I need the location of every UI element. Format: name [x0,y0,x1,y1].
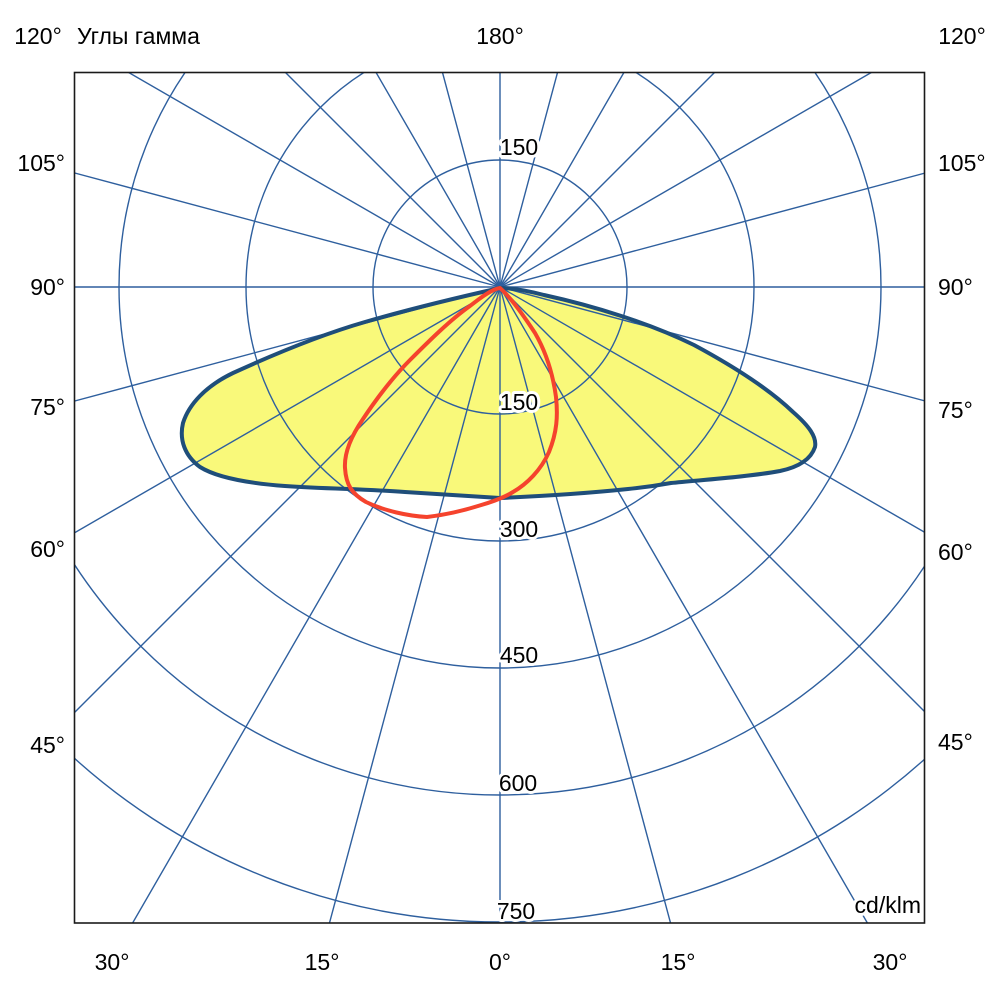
angle-grid-ray [328,286,501,923]
gamma-label-left-60: 60° [30,536,65,562]
gamma-label-right-45: 45° [938,729,973,755]
gamma-label-left-75: 75° [30,394,65,420]
gamma-label-top-left-120: 120° [14,23,62,49]
gamma-label-left-45: 45° [30,732,65,758]
gamma-label-bottom-0: 0° [489,949,511,975]
angle-grid-ray [74,286,501,534]
intensity-area-yellow [181,288,816,498]
units-label-cd-klm: cd/klm [855,892,921,918]
angle-grid-ray [74,286,501,714]
gamma-label-left-90: 90° [30,274,65,300]
angle-grid-ray [499,286,925,534]
gamma-label-right-90: 90° [938,274,973,300]
angle-grid-ray [284,72,501,288]
radial-tick-300: 300 [500,516,538,542]
angle-grid-ray [499,72,559,288]
radial-tick-450: 450 [500,642,538,668]
gamma-label-top-center-180: 180° [476,23,524,49]
gamma-label-right-75: 75° [938,397,973,423]
gamma-label-bottom-30R: 30° [873,949,908,975]
intensity-curve-wide-outline [179,286,818,500]
angle-grid-ray [499,286,925,713]
chart-title: Углы гамма [77,23,200,49]
gamma-label-bottom-15R: 15° [661,949,696,975]
radial-tick-750: 750 [497,898,535,924]
angle-grid-ray [499,172,925,288]
radial-tick-600: 600 [499,770,537,796]
plot-border [73,71,926,924]
angle-grid-ray [499,286,672,923]
angle-grid-ray [441,72,501,288]
angle-grid-ray [499,72,873,288]
radial-tick-150: 150 [500,389,538,415]
intensity-curve-narrow-red [342,286,559,519]
angle-grid-ray [375,72,501,288]
gamma-label-bottom-15L: 15° [305,949,340,975]
angle-grid-ray [127,72,501,288]
gamma-label-bottom-30L: 30° [95,949,130,975]
angle-grid-ray [131,286,501,923]
gamma-label-right-60: 60° [938,539,973,565]
angle-grid-ray [499,72,716,288]
gamma-label-left-105: 105° [17,150,65,176]
radial-tick-150-top: 150 [500,134,538,160]
gamma-label-right-105: 105° [938,150,986,176]
angle-grid-ray [499,286,869,923]
angle-grid-ray [74,172,501,288]
gamma-label-top-right-120: 120° [938,23,986,49]
angle-grid-ray [499,72,625,288]
